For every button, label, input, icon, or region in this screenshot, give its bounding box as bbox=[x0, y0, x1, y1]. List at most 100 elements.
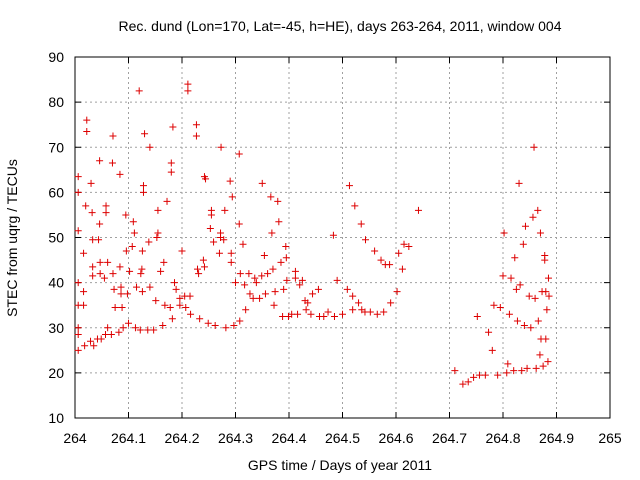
data-point-marker bbox=[152, 297, 160, 305]
data-point-marker bbox=[249, 294, 257, 302]
axis-ticks: 264 264.1 264.2 264.3 264.4 264.5 264.6 264.7 26… bbox=[48, 49, 621, 446]
data-point-marker bbox=[88, 209, 96, 217]
data-point-marker bbox=[283, 276, 291, 284]
data-point-marker bbox=[280, 285, 288, 293]
data-point-marker bbox=[507, 274, 515, 282]
data-point-marker bbox=[277, 258, 285, 266]
x-tick-label: 264.9 bbox=[539, 430, 574, 446]
data-point-marker bbox=[541, 256, 549, 264]
data-point-marker bbox=[172, 285, 180, 293]
data-point-marker bbox=[534, 206, 542, 214]
data-point-marker bbox=[274, 197, 282, 205]
data-point-marker bbox=[264, 270, 272, 278]
data-point-marker bbox=[222, 324, 230, 332]
data-point-marker bbox=[126, 267, 134, 275]
data-point-marker bbox=[206, 224, 214, 232]
data-point-marker bbox=[226, 177, 234, 185]
data-point-marker bbox=[329, 231, 337, 239]
data-point-marker bbox=[485, 328, 493, 336]
data-point-marker bbox=[138, 265, 146, 273]
data-point-marker bbox=[496, 303, 504, 311]
data-point-marker bbox=[464, 378, 472, 386]
data-point-marker bbox=[159, 321, 167, 329]
data-point-marker bbox=[199, 256, 207, 264]
data-point-marker bbox=[207, 211, 215, 219]
data-point-marker bbox=[512, 285, 520, 293]
data-point-marker bbox=[523, 364, 531, 372]
data-point-marker bbox=[239, 240, 247, 248]
data-point-marker bbox=[167, 168, 175, 176]
data-point-marker bbox=[182, 303, 190, 311]
data-point-marker bbox=[251, 274, 259, 282]
data-point-marker bbox=[307, 310, 315, 318]
data-point-marker bbox=[414, 206, 422, 214]
data-point-marker bbox=[95, 236, 103, 244]
data-point-marker bbox=[87, 179, 95, 187]
data-point-marker bbox=[242, 306, 250, 314]
data-point-marker bbox=[104, 258, 112, 266]
y-tick-label: 80 bbox=[48, 94, 64, 110]
data-point-marker bbox=[400, 240, 408, 248]
data-point-marker bbox=[339, 310, 346, 318]
data-point-marker bbox=[349, 292, 357, 300]
data-point-marker bbox=[196, 315, 204, 323]
data-point-marker bbox=[89, 236, 97, 244]
data-point-marker bbox=[109, 270, 117, 278]
data-point-marker bbox=[544, 274, 552, 282]
data-point-marker bbox=[153, 234, 161, 241]
data-point-marker bbox=[405, 243, 413, 251]
data-point-marker bbox=[107, 331, 115, 339]
data-point-marker bbox=[163, 197, 171, 205]
data-point-marker bbox=[536, 229, 544, 237]
data-point-marker bbox=[144, 326, 152, 334]
x-tick-label: 264.4 bbox=[271, 430, 306, 446]
data-point-marker bbox=[333, 276, 341, 284]
data-point-marker bbox=[525, 292, 533, 300]
data-point-marker bbox=[530, 143, 538, 151]
data-points bbox=[74, 80, 553, 388]
data-point-marker bbox=[186, 292, 194, 300]
data-point-marker bbox=[545, 292, 553, 300]
data-point-marker bbox=[343, 285, 351, 293]
data-point-marker bbox=[235, 150, 243, 158]
data-point-marker bbox=[520, 321, 528, 329]
data-point-marker bbox=[80, 301, 88, 309]
data-point-marker bbox=[490, 301, 498, 309]
data-point-marker bbox=[178, 247, 186, 255]
data-point-marker bbox=[459, 380, 467, 388]
data-point-marker bbox=[252, 279, 260, 287]
data-point-marker bbox=[110, 285, 118, 293]
data-point-marker bbox=[131, 324, 139, 332]
data-point-marker bbox=[227, 258, 235, 266]
data-point-marker bbox=[228, 193, 236, 201]
data-point-marker bbox=[519, 240, 527, 248]
data-point-marker bbox=[470, 373, 478, 381]
data-point-marker bbox=[298, 276, 306, 284]
data-point-marker bbox=[115, 328, 123, 336]
data-point-marker bbox=[100, 274, 108, 282]
data-point-marker bbox=[475, 371, 483, 379]
data-point-marker bbox=[122, 247, 130, 255]
data-point-marker bbox=[119, 324, 127, 332]
data-point-marker bbox=[320, 312, 328, 320]
data-point-marker bbox=[324, 308, 332, 316]
data-point-marker bbox=[74, 331, 82, 339]
data-point-marker bbox=[210, 238, 218, 246]
data-point-marker bbox=[345, 182, 353, 190]
data-point-marker bbox=[187, 310, 195, 318]
data-point-marker bbox=[513, 317, 521, 325]
data-point-marker bbox=[258, 179, 266, 187]
data-point-marker bbox=[111, 303, 119, 311]
data-point-marker bbox=[518, 367, 526, 375]
data-point-marker bbox=[395, 249, 403, 257]
data-point-marker bbox=[499, 272, 507, 280]
data-point-marker bbox=[211, 321, 219, 329]
data-point-marker bbox=[97, 335, 105, 343]
data-point-marker bbox=[194, 265, 202, 273]
data-point-marker bbox=[116, 263, 124, 271]
data-point-marker bbox=[236, 317, 244, 325]
data-point-marker bbox=[202, 175, 210, 183]
data-point-marker bbox=[157, 267, 165, 275]
data-point-marker bbox=[362, 236, 370, 244]
y-tick-label: 40 bbox=[48, 275, 64, 291]
